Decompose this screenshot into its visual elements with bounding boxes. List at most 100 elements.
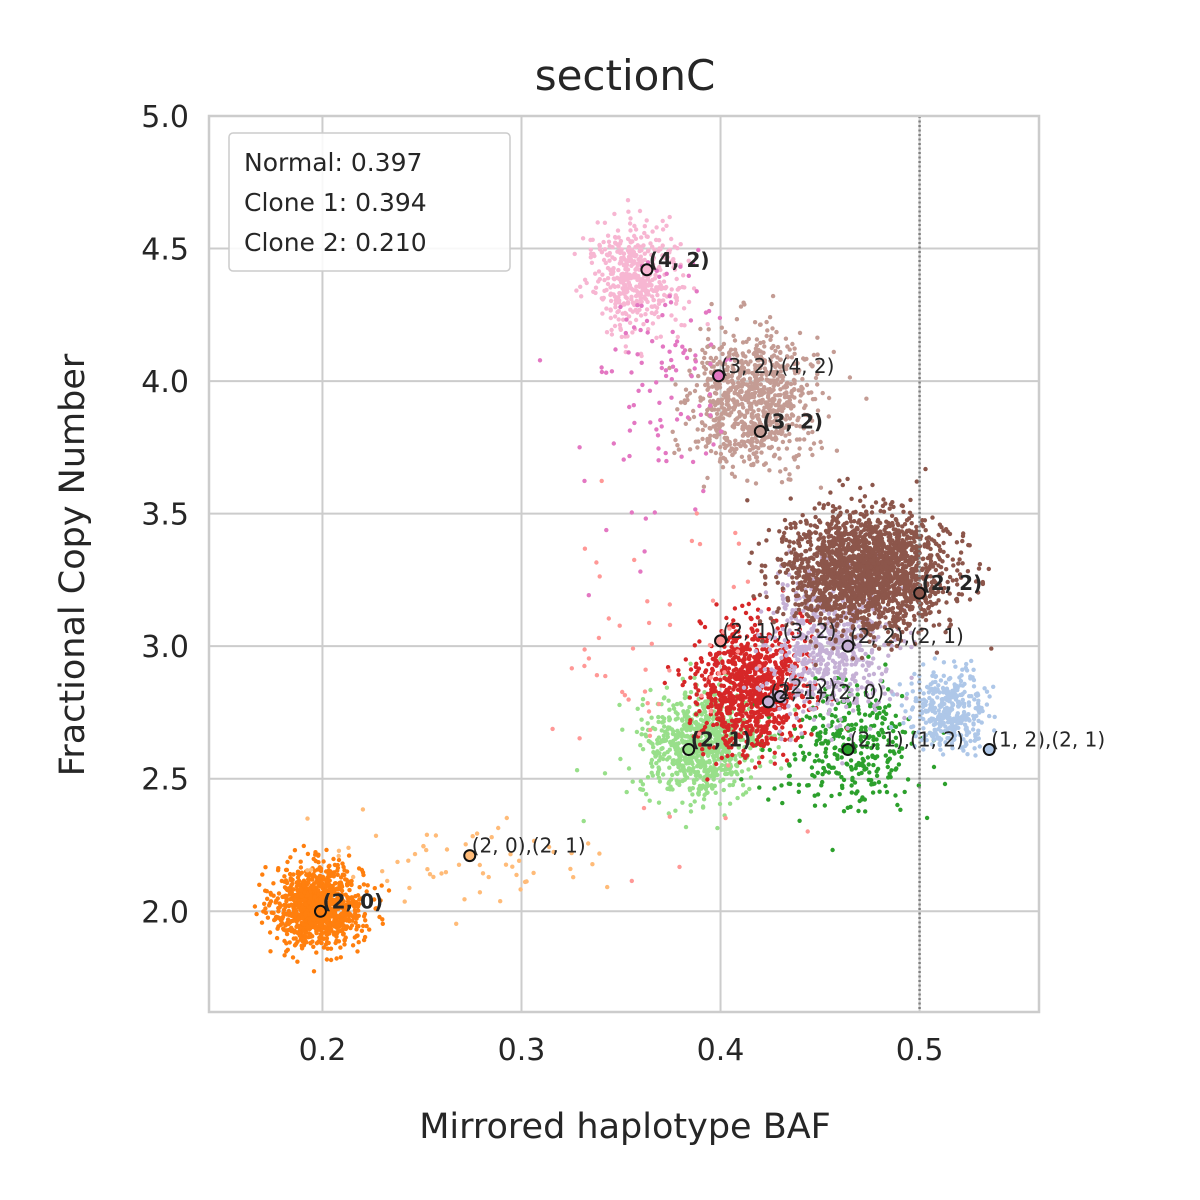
data-point (946, 696, 951, 701)
data-point (854, 763, 859, 768)
data-point (896, 762, 902, 767)
data-point (755, 741, 760, 747)
data-point (296, 916, 301, 921)
data-point (962, 681, 967, 687)
data-point (343, 877, 348, 882)
data-point (338, 955, 343, 960)
data-point (731, 706, 737, 711)
data-point (853, 722, 859, 727)
data-point (963, 665, 968, 671)
data-point (723, 815, 728, 821)
data-point (938, 678, 944, 683)
data-point (724, 677, 729, 682)
data-point (851, 619, 857, 624)
data-point (308, 905, 313, 910)
data-point (740, 783, 746, 788)
data-point (873, 707, 878, 713)
data-point (263, 906, 268, 911)
data-point (931, 716, 936, 722)
data-point (792, 707, 797, 712)
data-point (709, 783, 714, 788)
data-point (582, 663, 587, 669)
data-point (433, 833, 439, 838)
data-point (378, 898, 383, 903)
data-point (942, 701, 947, 707)
data-point (860, 756, 865, 762)
data-point (818, 611, 823, 616)
data-point (699, 760, 704, 766)
data-point (319, 895, 325, 900)
data-point (645, 721, 650, 726)
data-point (342, 916, 348, 922)
data-point (666, 715, 672, 720)
data-point (708, 709, 713, 714)
data-point (311, 885, 316, 890)
data-point (749, 550, 754, 555)
data-point (569, 666, 574, 671)
data-point (293, 907, 298, 912)
data-point (941, 673, 946, 678)
data-point (671, 706, 677, 711)
data-point (764, 740, 769, 745)
data-point (303, 938, 308, 943)
data-point (331, 897, 336, 903)
data-point (275, 868, 281, 873)
data-point (702, 792, 707, 798)
data-point (753, 649, 758, 654)
data-point (714, 602, 719, 607)
data-point (328, 957, 334, 963)
data-point (680, 800, 685, 805)
data-point (273, 900, 278, 905)
data-point (640, 782, 646, 787)
data-point (693, 671, 698, 677)
data-point (909, 675, 914, 680)
data-point (756, 760, 762, 765)
data-point (761, 643, 766, 648)
data-point (676, 764, 681, 770)
data-point (630, 646, 636, 651)
data-point (345, 907, 350, 912)
data-point (729, 772, 734, 777)
data-point (739, 769, 745, 774)
data-point (300, 915, 305, 920)
data-point (281, 911, 286, 916)
data-point (329, 884, 334, 889)
data-point (840, 651, 845, 657)
data-point (319, 890, 324, 896)
data-point (720, 660, 725, 666)
data-point (372, 897, 377, 902)
data-point (770, 736, 775, 741)
data-point (682, 773, 688, 778)
data-point (620, 727, 625, 732)
data-point (816, 657, 821, 663)
data-point (298, 908, 304, 913)
data-point (739, 682, 744, 687)
data-point (768, 654, 773, 659)
data-point (895, 802, 900, 808)
data-point (830, 847, 835, 853)
data-point (727, 707, 732, 712)
data-point (568, 866, 573, 872)
data-point (779, 660, 784, 665)
data-point (866, 762, 871, 767)
data-point (759, 730, 764, 736)
data-point (673, 808, 678, 813)
data-point (707, 642, 713, 648)
data-point (353, 920, 358, 925)
data-point (849, 722, 854, 728)
data-point (760, 683, 765, 689)
data-point (713, 790, 718, 795)
data-point (944, 705, 950, 710)
data-point (930, 699, 935, 704)
data-point (691, 765, 696, 771)
data-point (276, 909, 281, 914)
data-point (966, 712, 971, 717)
data-point (923, 699, 929, 704)
data-point (806, 783, 811, 788)
data-point (318, 868, 324, 874)
data-point (730, 701, 736, 707)
data-point (712, 685, 718, 690)
data-point (687, 704, 692, 710)
data-point (687, 695, 692, 700)
data-point (796, 782, 802, 787)
